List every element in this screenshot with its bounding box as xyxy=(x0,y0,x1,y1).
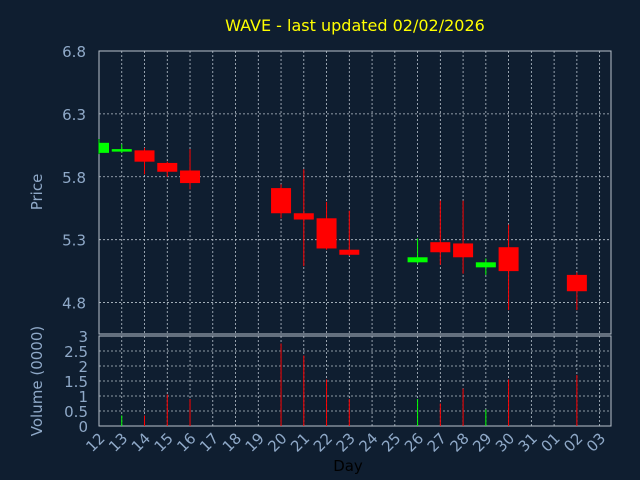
chart-title: WAVE - last updated 02/02/2026 xyxy=(225,16,485,35)
volume-tick-label: 3 xyxy=(78,328,88,346)
candle xyxy=(98,139,109,155)
candle-body xyxy=(498,247,519,272)
candle xyxy=(430,200,451,265)
price-tick-label: 5.3 xyxy=(62,232,86,250)
candle-body xyxy=(180,170,201,184)
candle-body xyxy=(293,213,314,220)
volume-tick-label: 2.5 xyxy=(64,343,88,361)
candle-body xyxy=(453,243,474,258)
candle-body xyxy=(111,149,132,152)
candle-body xyxy=(99,142,109,153)
candle xyxy=(407,238,428,264)
candle-body xyxy=(157,162,178,172)
candle xyxy=(475,258,496,275)
price-y-ticks: 6.8 6.3 5.8 5.3 4.8 xyxy=(62,43,86,313)
price-tick-label: 6.3 xyxy=(62,106,86,124)
volume-y-ticks: 32.521.510.50 xyxy=(64,328,88,436)
candle xyxy=(498,224,519,311)
x-axis-ticks: 1213141516171819202122232425262728293031… xyxy=(82,429,609,455)
volume-plot-frame xyxy=(98,335,612,427)
candle xyxy=(316,201,337,250)
price-tick-label: 4.8 xyxy=(62,295,86,313)
price-tick-label: 6.8 xyxy=(62,43,86,61)
volume-tick-label: 1 xyxy=(78,388,88,406)
candle xyxy=(293,169,314,267)
candle-body xyxy=(271,188,292,214)
candlestick-series xyxy=(98,139,587,311)
candle xyxy=(134,147,155,175)
candle xyxy=(566,272,587,311)
volume-tick-label: 0.5 xyxy=(64,403,88,421)
candle xyxy=(111,144,132,153)
candle-body xyxy=(316,218,337,249)
x-axis-label: Day xyxy=(333,457,363,475)
candle xyxy=(271,184,292,219)
candle-body xyxy=(134,150,155,162)
candle xyxy=(180,149,201,190)
volume-series xyxy=(121,343,578,426)
candle xyxy=(157,161,178,177)
candle-body xyxy=(430,242,451,253)
volume-tick-label: 0 xyxy=(78,418,88,436)
volume-tick-label: 1.5 xyxy=(64,373,88,391)
volume-axis-label: Volume (0000) xyxy=(28,326,46,436)
candle-body xyxy=(475,262,496,268)
price-axis-label: Price xyxy=(28,174,46,211)
volume-tick-label: 2 xyxy=(78,358,88,376)
candle xyxy=(339,210,360,257)
candle-body xyxy=(339,249,360,255)
candle xyxy=(453,200,474,274)
candle-body xyxy=(566,274,587,292)
candle-body xyxy=(407,257,428,263)
price-tick-label: 5.8 xyxy=(62,169,86,187)
price-plot-frame xyxy=(98,50,612,335)
